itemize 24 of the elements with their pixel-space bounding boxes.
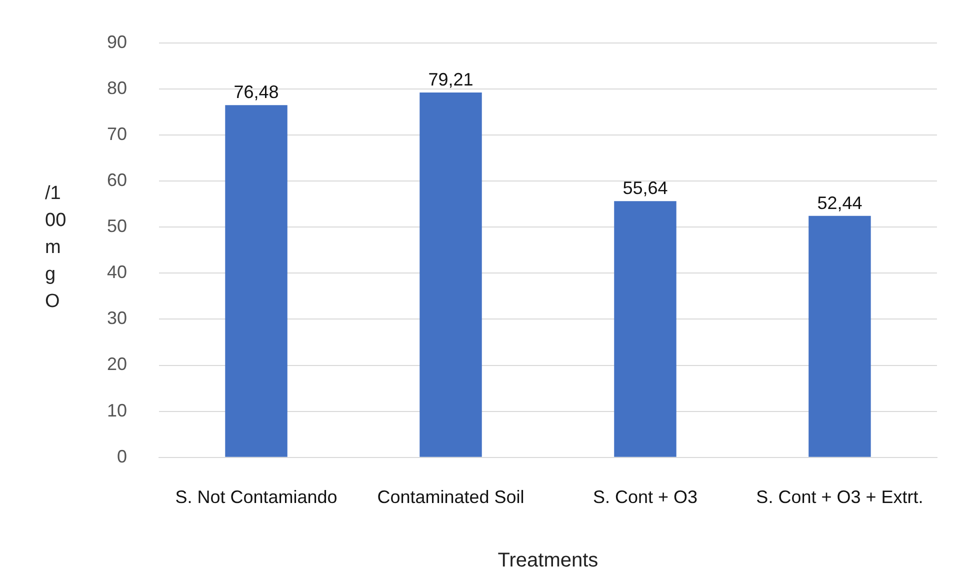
y-tick-label: 20 <box>106 354 128 374</box>
data-label: 79,21 <box>428 69 474 90</box>
y-tick-label: 90 <box>106 32 128 52</box>
bar <box>614 201 676 457</box>
x-axis-title: Treatments <box>498 550 598 572</box>
x-tick-label: S. Cont + O3 + Extrt. <box>756 487 924 508</box>
x-tick-label: S. Cont + O3 <box>592 487 698 508</box>
y-tick-label: 50 <box>106 216 128 236</box>
y-tick-label: 30 <box>106 308 128 328</box>
x-tick-label: Contaminated Soil <box>377 487 524 508</box>
y-tick-label: 40 <box>106 262 128 282</box>
y-tick-label: 80 <box>106 78 128 98</box>
data-label: 76,48 <box>234 82 279 102</box>
data-label: 55,64 <box>622 178 668 198</box>
y-tick-label: 60 <box>106 170 128 190</box>
y-axis-title: /1 00 mg O <box>45 182 68 314</box>
data-label: 52,44 <box>817 192 862 213</box>
y-tick-label: 10 <box>106 400 128 420</box>
y-tick-label: 70 <box>106 124 128 144</box>
bar <box>420 92 482 457</box>
x-tick-label: S. Not Contamiando <box>175 487 338 508</box>
bar <box>808 216 871 457</box>
bar <box>225 105 288 457</box>
y-tick-label: 0 <box>117 446 128 466</box>
